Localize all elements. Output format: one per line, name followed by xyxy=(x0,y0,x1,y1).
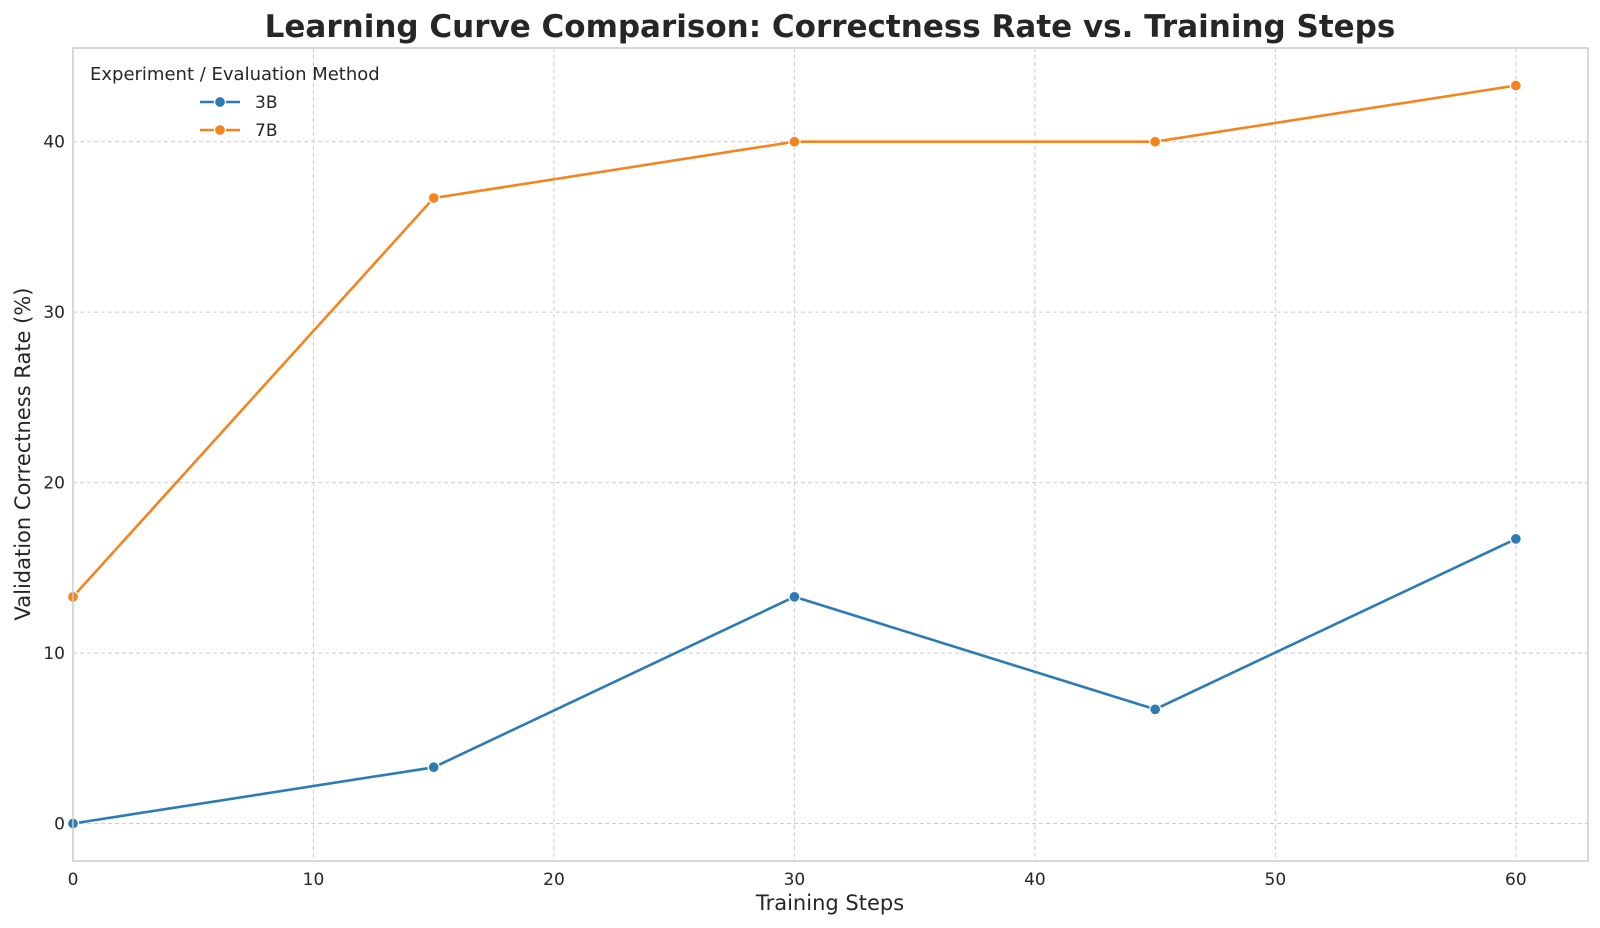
series-3b xyxy=(66,532,1523,830)
y-axis-label: Validation Correctness Rate (%) xyxy=(11,288,35,621)
x-tick-label: 30 xyxy=(784,870,806,890)
legend-label: 3B xyxy=(255,93,277,113)
series-7b xyxy=(66,79,1523,603)
data-point-7b xyxy=(1509,79,1523,92)
chart-title: Learning Curve Comparison: Correctness R… xyxy=(265,9,1396,45)
legend-label: 7B xyxy=(255,121,277,141)
data-point-3b xyxy=(788,590,801,603)
data-point-7b xyxy=(427,191,440,205)
x-tick-label: 40 xyxy=(1024,870,1046,890)
series-layer xyxy=(66,79,1523,830)
x-tick-label: 0 xyxy=(68,870,79,890)
y-tick-label: 20 xyxy=(43,474,65,494)
y-tick-label: 0 xyxy=(54,815,65,835)
data-point-3b xyxy=(427,761,440,774)
x-tick-labels: 0 10 20 30 40 50 60 xyxy=(68,870,1527,890)
data-point-7b xyxy=(1148,135,1162,148)
legend-item-3b: 3B xyxy=(200,93,277,113)
y-tick-label: 40 xyxy=(43,133,65,153)
y-tick-label: 10 xyxy=(43,644,65,664)
data-point-3b xyxy=(1509,532,1523,546)
data-point-3b xyxy=(1148,703,1162,716)
x-tick-label: 20 xyxy=(543,870,565,890)
legend-item-7b: 7B xyxy=(200,121,277,141)
y-tick-label: 30 xyxy=(43,303,65,323)
x-tick-label: 10 xyxy=(303,870,325,890)
plot-frame xyxy=(72,47,1589,862)
legend-title: Experiment / Evaluation Method xyxy=(90,64,380,85)
x-axis-label: Training Steps xyxy=(755,891,904,915)
y-tick-labels: 0 10 20 30 40 xyxy=(43,133,65,835)
legend-swatch-marker xyxy=(213,95,227,109)
grid-layer xyxy=(72,48,1588,861)
legend-swatch-marker xyxy=(213,123,227,137)
x-tick-label: 50 xyxy=(1265,870,1287,890)
x-tick-label: 60 xyxy=(1505,870,1527,890)
data-point-7b xyxy=(788,135,801,148)
